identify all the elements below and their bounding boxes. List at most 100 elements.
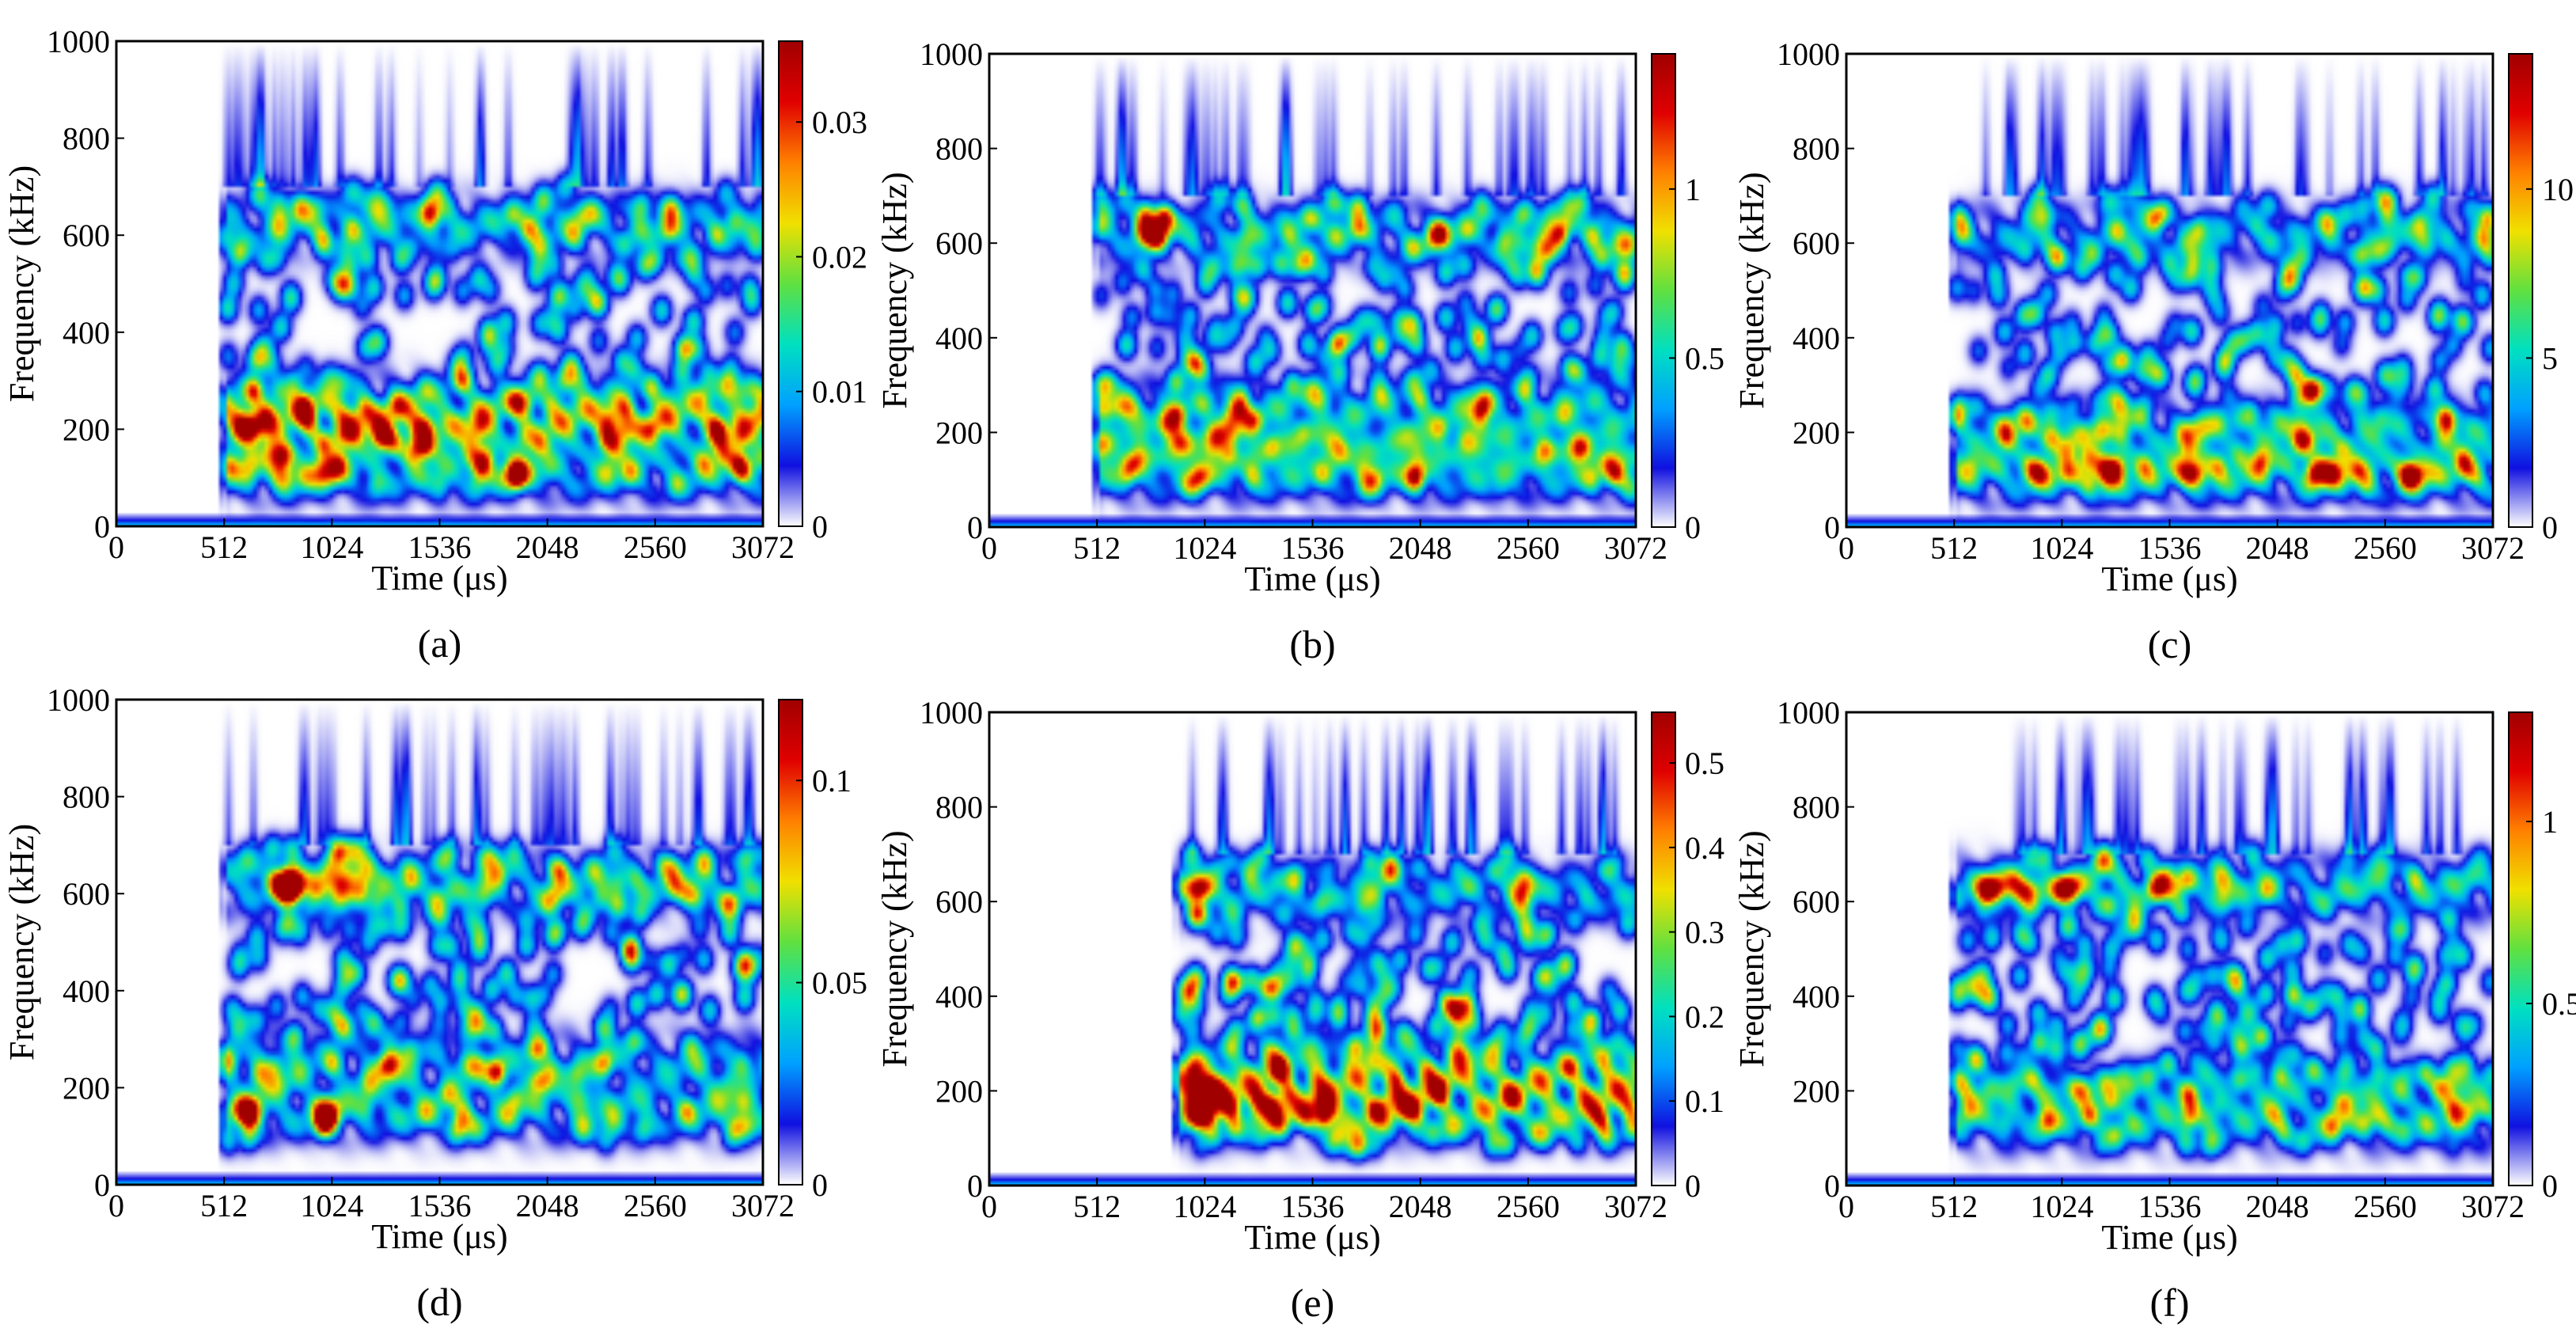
y-tick-label: 600 xyxy=(1793,226,1840,261)
colorbar-tick-label: 0.1 xyxy=(1685,1083,1724,1119)
x-tick-label: 0 xyxy=(108,1188,124,1223)
y-tick-label: 400 xyxy=(63,315,110,351)
x-tick-label: 2048 xyxy=(516,529,579,565)
colorbar-tick-label: 0.2 xyxy=(1685,999,1724,1034)
x-tick-label: 2048 xyxy=(516,1188,579,1223)
y-tick-label: 1000 xyxy=(47,24,110,59)
x-tick-label: 2048 xyxy=(2246,530,2309,566)
heatmap-image xyxy=(989,54,1636,527)
colorbar-tick-label: 0.5 xyxy=(2542,986,2576,1022)
x-tick-label: 3072 xyxy=(2461,1189,2525,1224)
y-tick-label: 1000 xyxy=(1777,695,1840,730)
spectrogram-panel-c: 0 512 1024 1536 2048 2560 30720200400600800100… xyxy=(1732,36,2574,666)
y-tick-label: 600 xyxy=(63,876,110,912)
x-tick-label: 1024 xyxy=(2030,1189,2093,1224)
x-tick-label: 0 xyxy=(981,1189,997,1224)
colorbar-tick-label: 0.03 xyxy=(812,104,867,140)
colorbar-tick-label: 0 xyxy=(2542,1168,2558,1204)
y-tick-label: 0 xyxy=(967,1168,983,1204)
y-tick-label: 400 xyxy=(935,979,983,1015)
panel-label: (d) xyxy=(416,1280,462,1324)
y-tick-label: 200 xyxy=(1793,1073,1840,1109)
y-axis-label: Frequency (kHz) xyxy=(875,172,914,408)
x-axis-label: Time (μs) xyxy=(371,1217,507,1256)
y-tick-label: 200 xyxy=(63,1070,110,1106)
y-axis-label: Frequency (kHz) xyxy=(2,824,41,1060)
y-tick-label: 0 xyxy=(94,1167,110,1203)
heatmap-image xyxy=(1846,712,2493,1186)
x-tick-label: 1536 xyxy=(2138,1189,2202,1224)
colorbar xyxy=(2508,53,2533,528)
x-axis-label: Time (μs) xyxy=(2101,560,2237,598)
x-tick-label: 512 xyxy=(1930,1189,1978,1224)
y-axis-label: Frequency (kHz) xyxy=(1732,830,1771,1067)
spectrogram-panel-d: 0 512 1024 1536 2048 2560 3072 0 200 400 600 800 100… xyxy=(2,682,867,1324)
colorbar-tick-label: 10 xyxy=(2542,172,2574,207)
y-tick-label: 1000 xyxy=(920,695,983,730)
heatmap-image xyxy=(989,712,1636,1186)
colorbar-tick-label: 0.01 xyxy=(812,374,867,410)
colorbar-tick-label: 0 xyxy=(812,1167,828,1203)
x-tick-label: 1536 xyxy=(2138,530,2202,566)
panel-label: (e) xyxy=(1291,1280,1335,1325)
panel-label: (f) xyxy=(2150,1280,2190,1325)
colorbar xyxy=(1651,711,1676,1186)
colorbar-tick-label: 0.02 xyxy=(812,239,867,275)
x-tick-label: 512 xyxy=(200,529,248,565)
y-tick-label: 800 xyxy=(1793,790,1840,825)
x-tick-label: 0 xyxy=(1838,530,1854,566)
y-tick-label: 0 xyxy=(1824,510,1840,545)
x-axis-label: Time (μs) xyxy=(2101,1218,2237,1257)
colorbar-tick-label: 0 xyxy=(1685,510,1701,545)
x-tick-label: 2048 xyxy=(1389,530,1452,566)
x-tick-label: 2560 xyxy=(2354,1189,2417,1224)
colorbar xyxy=(778,699,803,1186)
y-tick-label: 200 xyxy=(1793,415,1840,450)
colorbar-tick-label: 0.3 xyxy=(1685,915,1724,950)
y-tick-label: 600 xyxy=(935,226,983,261)
x-tick-label: 1536 xyxy=(408,529,472,565)
x-tick-label: 512 xyxy=(1073,530,1121,566)
x-axis-label: Time (μs) xyxy=(1244,560,1380,598)
x-tick-label: 512 xyxy=(1073,1189,1121,1224)
panel-label: (c) xyxy=(2148,622,2192,666)
y-tick-label: 1000 xyxy=(1777,36,1840,72)
colorbar xyxy=(2508,711,2533,1186)
y-axis-label: Frequency (kHz) xyxy=(1732,172,1771,408)
y-tick-label: 800 xyxy=(935,790,983,825)
x-tick-label: 3072 xyxy=(731,529,795,565)
panel-label: (a) xyxy=(418,621,462,666)
y-tick-label: 800 xyxy=(1793,131,1840,167)
heatmap-image xyxy=(1846,54,2493,527)
x-tick-label: 1536 xyxy=(1281,1189,1345,1224)
colorbar-tick-label: 1 xyxy=(1685,172,1701,207)
colorbar-tick-label: 0.5 xyxy=(1685,340,1724,376)
x-tick-label: 3072 xyxy=(1604,530,1667,566)
heatmap-image xyxy=(116,41,763,526)
x-tick-label: 1024 xyxy=(1173,530,1236,566)
x-tick-label: 2560 xyxy=(2354,530,2417,566)
x-tick-label: 1536 xyxy=(1281,530,1345,566)
spectrogram-panel-f: 0 512 1024 1536 2048 2560 30720200400600800100… xyxy=(1732,695,2576,1325)
x-tick-label: 1024 xyxy=(2030,530,2093,566)
x-tick-label: 2560 xyxy=(1497,530,1560,566)
y-tick-label: 1000 xyxy=(920,36,983,72)
spectrogram-panel-a: 0 512 1024 1536 2048 2560 3072 0 200 400 600 800 100… xyxy=(2,24,867,666)
colorbar-tick-label: 0.5 xyxy=(1685,745,1724,781)
x-tick-label: 1536 xyxy=(408,1188,472,1223)
colorbar-tick-label: 0.4 xyxy=(1685,830,1724,866)
y-tick-label: 0 xyxy=(1824,1168,1840,1204)
y-tick-label: 200 xyxy=(935,1073,983,1109)
x-tick-label: 3072 xyxy=(2461,530,2525,566)
y-tick-label: 400 xyxy=(63,973,110,1009)
x-tick-label: 2048 xyxy=(1389,1189,1452,1224)
colorbar-tick-label: 0.1 xyxy=(812,763,852,799)
x-axis-label: Time (μs) xyxy=(1244,1218,1380,1257)
y-axis-label: Frequency (kHz) xyxy=(875,830,914,1067)
spectrogram-panel-b: 0 512 1024 1536 2048 2560 30720200400600800100… xyxy=(875,36,1724,666)
x-tick-label: 3072 xyxy=(731,1188,795,1223)
x-tick-label: 1024 xyxy=(300,1188,363,1223)
colorbar-tick-label: 0.05 xyxy=(812,966,867,1001)
x-tick-label: 1024 xyxy=(1173,1189,1236,1224)
